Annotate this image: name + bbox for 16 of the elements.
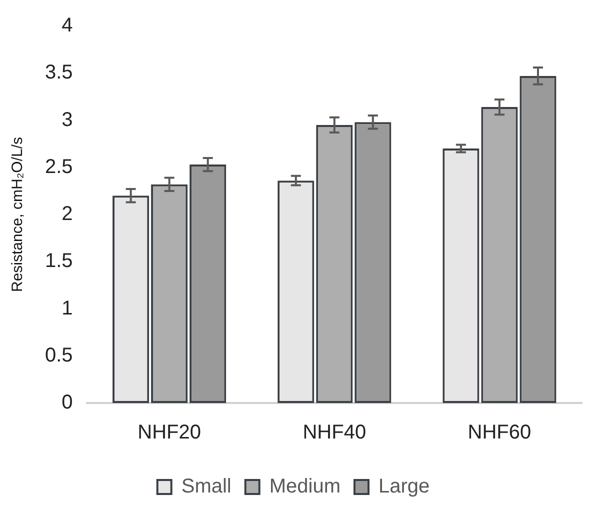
- y-tick-label: 4: [62, 14, 73, 37]
- x-tick-label: NHF60: [468, 422, 532, 444]
- y-tick-label: 2: [62, 203, 73, 226]
- legend-label: Medium: [269, 476, 341, 498]
- x-tick-label: NHF20: [138, 422, 202, 444]
- y-axis-title: Resistance, cmH₂O/L/s: [9, 136, 26, 292]
- y-tick-label: 3.5: [44, 62, 73, 84]
- y-tick-label: 3: [62, 108, 73, 131]
- legend-label: Small: [181, 476, 232, 498]
- y-tick-label: 2.5: [44, 156, 73, 178]
- y-tick-label: 0: [62, 392, 73, 414]
- y-tick-label: 0.5: [44, 344, 73, 366]
- y-tick-label: 1: [62, 297, 73, 320]
- y-tick-label: 1.5: [44, 250, 73, 272]
- legend-label: Large: [378, 476, 430, 498]
- x-tick-label: NHF40: [302, 422, 366, 444]
